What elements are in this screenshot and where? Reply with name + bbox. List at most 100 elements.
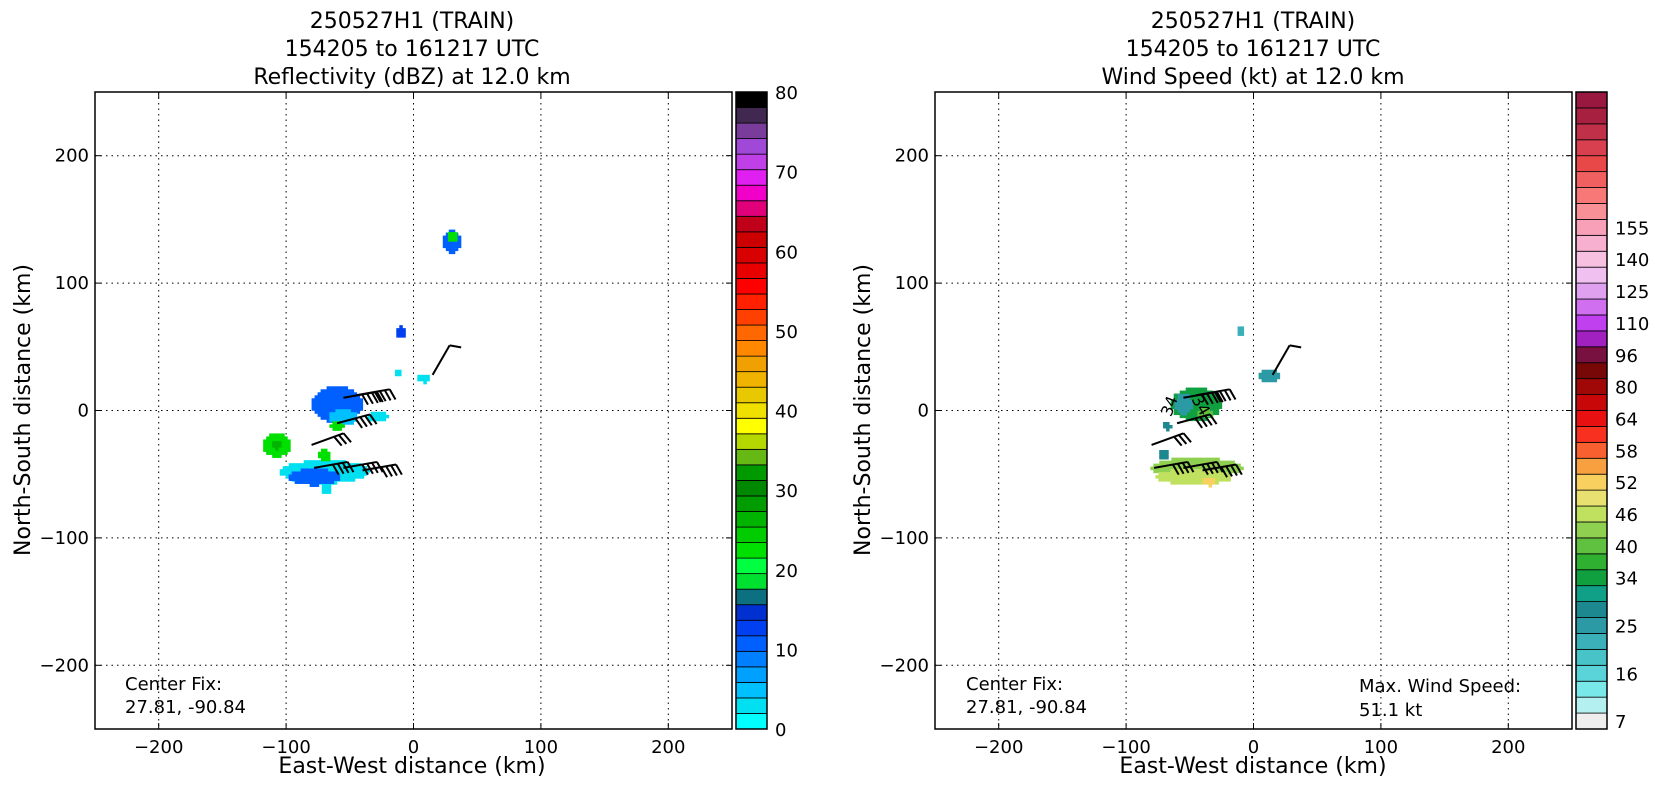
wind-barb bbox=[311, 432, 352, 447]
data-cell bbox=[321, 484, 332, 494]
data-cell bbox=[1202, 478, 1216, 488]
colorbar-bin bbox=[1575, 330, 1608, 348]
colorbar-bin bbox=[1575, 505, 1608, 523]
colorbar-tick-label: 34 bbox=[1615, 569, 1638, 590]
colorbar-bin bbox=[735, 200, 768, 217]
colorbar-bin bbox=[735, 231, 768, 248]
reflectivity-panel: 250527H1 (TRAIN) 154205 to 161217 UTC Re… bbox=[11, 9, 798, 779]
colorbar-bin bbox=[1575, 91, 1608, 109]
colorbar-bin bbox=[1575, 298, 1608, 316]
colorbar-bin bbox=[1575, 521, 1608, 539]
colorbar-bin bbox=[1575, 617, 1608, 634]
colorbar-tick-label: 7 bbox=[1615, 712, 1626, 733]
colorbar-bin bbox=[1575, 601, 1608, 618]
title-line-2: 154205 to 161217 UTC bbox=[285, 37, 540, 62]
wind-barb bbox=[343, 390, 384, 406]
colorbar-bin bbox=[1575, 346, 1608, 364]
colorbar-bin bbox=[1575, 457, 1608, 475]
data-cell bbox=[1163, 421, 1173, 432]
wind-barb bbox=[313, 460, 355, 476]
title-line-3: Wind Speed (kt) at 12.0 km bbox=[1101, 65, 1404, 90]
x-tick-label: 100 bbox=[524, 737, 558, 758]
colorbar-bin bbox=[1575, 203, 1608, 220]
colorbar-bin bbox=[735, 169, 768, 186]
colorbar-bin bbox=[735, 371, 768, 388]
data-layer bbox=[263, 229, 462, 494]
colorbar-bin bbox=[735, 246, 768, 264]
x-tick-label: −200 bbox=[134, 737, 183, 758]
wind-speed-colorbar: 7 16 25 34 40 46 52 58 64 80 96 110 125 140 155 bbox=[1575, 91, 1649, 733]
colorbar-bin bbox=[735, 402, 768, 419]
data-cell bbox=[288, 468, 341, 487]
colorbar-bin bbox=[1575, 585, 1608, 602]
colorbar-bin bbox=[1575, 266, 1608, 284]
colorbar-bin bbox=[735, 557, 768, 575]
colorbar-bin bbox=[1575, 553, 1608, 571]
colorbar-bin bbox=[1575, 473, 1608, 491]
colorbar-frame bbox=[1575, 91, 1608, 730]
colorbar-bin bbox=[1575, 171, 1608, 188]
x-tick-label: 0 bbox=[1248, 737, 1259, 758]
colorbar-bin bbox=[735, 713, 768, 730]
colorbar-bin bbox=[1575, 107, 1608, 125]
colorbar-tick-label: 80 bbox=[775, 83, 798, 104]
colorbar-bin bbox=[1575, 410, 1608, 427]
colorbar-bin bbox=[735, 324, 768, 341]
colorbar-bin bbox=[735, 433, 768, 450]
colorbar-bin bbox=[735, 355, 768, 373]
colorbar-bin bbox=[735, 184, 768, 202]
colorbar-tick-label: 52 bbox=[1615, 473, 1638, 494]
wind-barb bbox=[1202, 463, 1243, 478]
colorbar-bin bbox=[735, 278, 768, 295]
colorbar-bin bbox=[735, 153, 768, 171]
y-tick-label: 0 bbox=[78, 401, 89, 422]
colorbar-bin bbox=[735, 635, 768, 652]
colorbar-bin bbox=[735, 122, 768, 140]
colorbar-bin bbox=[1575, 123, 1608, 141]
x-tick-label: −100 bbox=[1101, 737, 1150, 758]
colorbar-frame bbox=[735, 91, 768, 730]
data-cell bbox=[396, 325, 406, 338]
data-cell bbox=[329, 409, 357, 425]
colorbar-bin bbox=[735, 340, 768, 357]
colorbar-bin bbox=[735, 573, 768, 590]
wind-barb bbox=[362, 463, 403, 478]
colorbar-bin bbox=[1575, 187, 1608, 204]
plot-frame bbox=[934, 91, 1573, 730]
x-tick-label: 0 bbox=[408, 737, 419, 758]
y-tick-label: −100 bbox=[880, 528, 929, 549]
reflectivity-plot-area: −200 −100 0 100 200 −200 −100 0 100 200 bbox=[40, 91, 733, 758]
colorbar-bin bbox=[735, 215, 768, 233]
data-cell bbox=[395, 369, 402, 377]
colorbar-bin bbox=[1575, 218, 1608, 236]
center-fix-label: Center Fix: bbox=[125, 674, 222, 695]
colorbar-bin bbox=[1575, 314, 1608, 332]
colorbar-bin bbox=[1575, 362, 1608, 380]
colorbar-bin bbox=[735, 681, 768, 699]
colorbar-tick-label: 58 bbox=[1615, 441, 1638, 462]
wind-barb bbox=[1183, 390, 1224, 406]
plot-frame bbox=[94, 91, 733, 730]
title-line-1: 250527H1 (TRAIN) bbox=[310, 9, 515, 34]
data-cell bbox=[1237, 326, 1245, 336]
colorbar-tick-label: 20 bbox=[775, 561, 798, 582]
x-tick-label: −100 bbox=[261, 737, 310, 758]
y-axis-label: North-South distance (km) bbox=[851, 264, 876, 556]
colorbar-tick-label: 50 bbox=[775, 322, 798, 343]
wind-barb bbox=[1271, 344, 1302, 376]
y-tick-label: −100 bbox=[40, 528, 89, 549]
colorbar-bin bbox=[735, 293, 768, 310]
x-axis-label: East-West distance (km) bbox=[1119, 754, 1386, 779]
data-cell bbox=[272, 441, 282, 451]
colorbar-bin bbox=[735, 480, 768, 497]
colorbar-bin bbox=[735, 91, 768, 108]
y-tick-label: 0 bbox=[918, 401, 929, 422]
x-tick-label: 200 bbox=[1491, 737, 1525, 758]
colorbar-tick-label: 0 bbox=[775, 720, 786, 741]
wind-barb bbox=[336, 413, 378, 429]
colorbar-tick-label: 40 bbox=[1615, 537, 1638, 558]
colorbar-bin bbox=[1575, 139, 1608, 157]
data-cell bbox=[1258, 369, 1281, 383]
center-fix-value: 27.81, -90.84 bbox=[966, 697, 1087, 718]
y-tick-label: 200 bbox=[895, 146, 929, 167]
